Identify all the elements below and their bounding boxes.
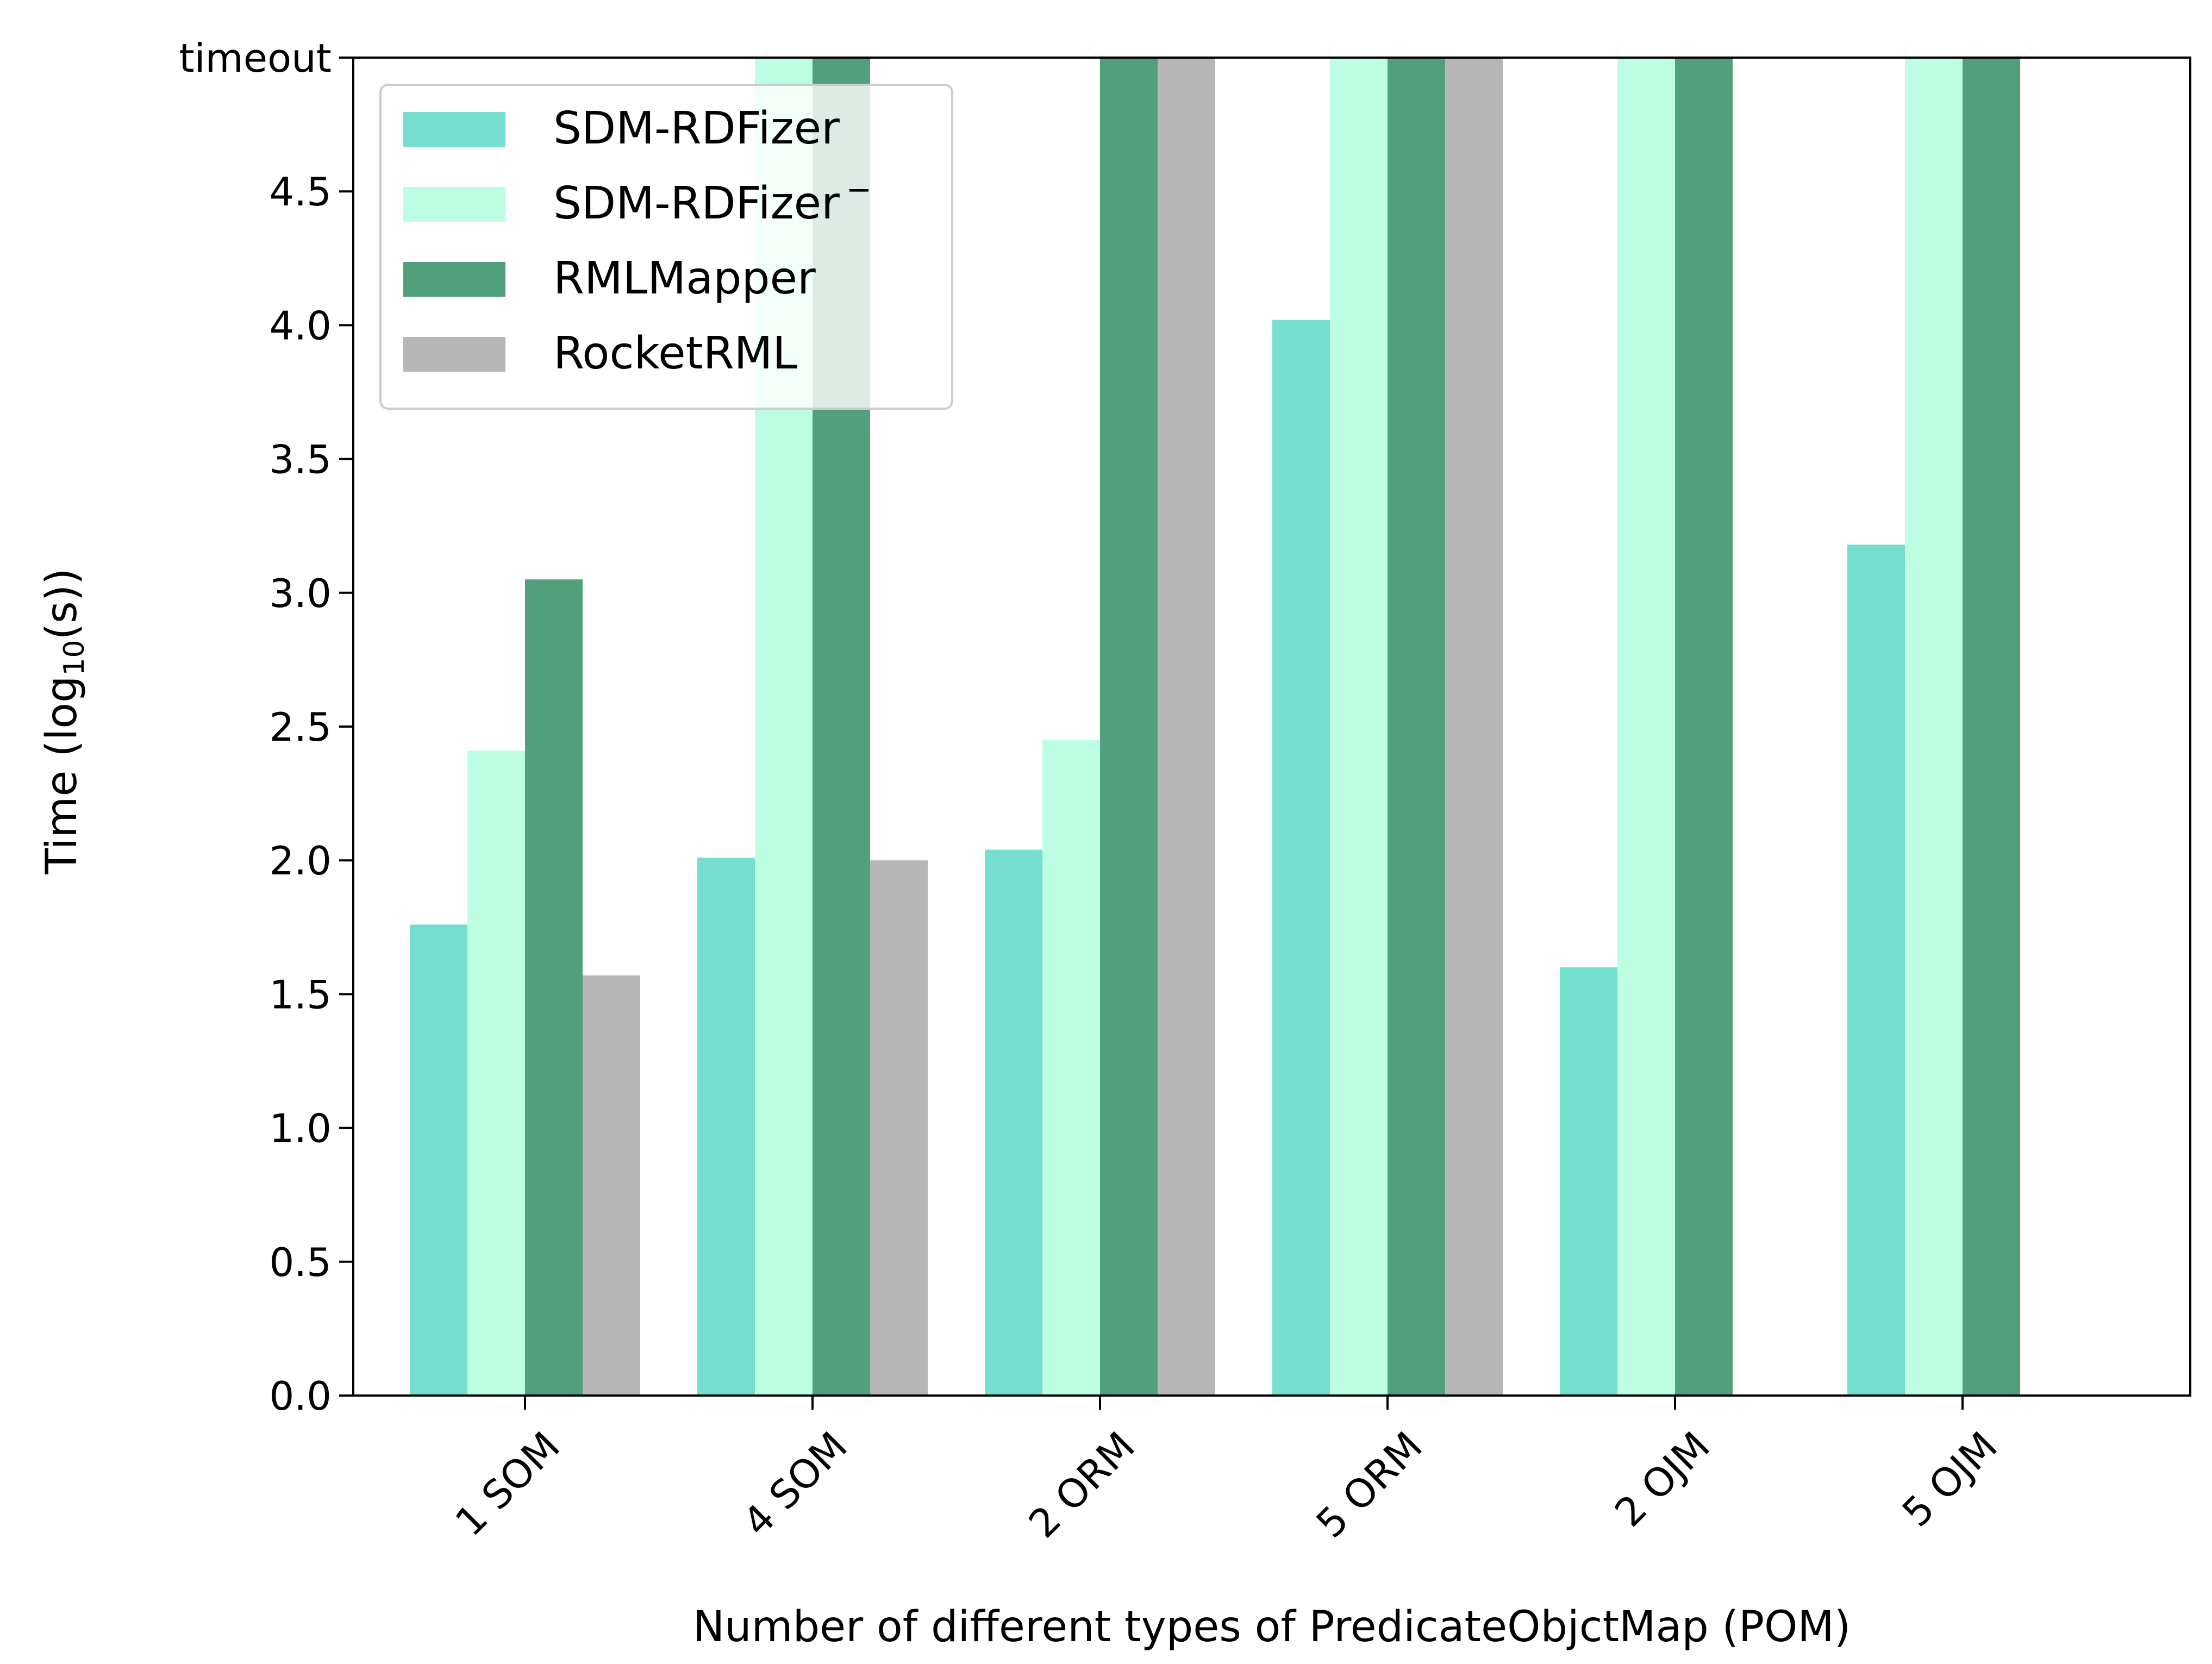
bar-sdm-rdfizer-minus-5-ojm [1905,58,1963,1396]
bar-sdm-rdfizer-4-som [697,858,755,1396]
bar-sdm-rdfizer-1-som [410,924,467,1396]
x-axis-label: Number of different types of PredicateOb… [693,1603,1851,1652]
x-tick-label: 1 SOM [447,1423,568,1545]
y-axis-label-main: Time (log [38,676,86,875]
y-tick-label: 3.0 [269,571,332,616]
y-axis-ticks: 0.0 0.5 1.0 1.5 2.0 2.5 3.0 3.5 4.0 4.5 timeout [179,35,353,1419]
legend-swatch [403,262,505,297]
legend-label: SDM-RDFizer − [553,172,872,229]
x-tick-label: 2 OJM [1606,1423,1719,1536]
y-axis-label-tail: (s)) [38,568,86,640]
bar-sdm-rdfizer-5-ojm [1847,545,1905,1396]
bar-rmlmapper-2-orm [1100,58,1158,1396]
bars-layer [410,58,2020,1396]
y-axis-label-subscript: 10 [58,640,91,675]
y-tick-label: 1.5 [269,972,332,1017]
y-tick-label: 1.0 [269,1106,332,1152]
bar-rocketrml-5-orm [1445,58,1503,1396]
bar-rocketrml-1-som [583,975,640,1396]
legend-label: RMLMapper [553,253,816,304]
y-tick-label: 0.0 [269,1373,332,1419]
legend-box [379,84,953,410]
bar-rmlmapper-5-ojm [1963,58,2020,1396]
bar-sdm-rdfizer-minus-2-orm [1042,740,1100,1396]
legend-label: RocketRML [553,328,797,379]
y-tick-label: 4.0 [269,303,332,348]
y-tick-label: 2.5 [269,704,332,750]
legend-swatch [403,187,505,222]
legend-label-superscript: − [846,172,872,208]
bar-rocketrml-4-som [870,860,928,1396]
y-tick-label: 0.5 [269,1240,332,1285]
x-tick-label: 5 ORM [1308,1423,1431,1547]
legend: SDM-RDFizer SDM-RDFizer − RMLMapper RocketRM… [379,84,953,410]
legend-swatch [403,112,505,147]
bar-rocketrml-2-orm [1158,58,1215,1396]
bar-rmlmapper-1-som [525,579,583,1396]
bar-sdm-rdfizer-2-ojm [1560,967,1617,1396]
bar-sdm-rdfizer-minus-5-orm [1330,58,1388,1396]
y-axis-label: Time (log10(s)) [38,568,91,874]
legend-label: SDM-RDFizer [553,103,840,154]
bar-sdm-rdfizer-minus-1-som [467,750,525,1396]
y-tick-label: 2.0 [269,838,332,884]
bar-sdm-rdfizer-5-orm [1272,320,1330,1396]
x-tick-label: 4 SOM [734,1423,856,1545]
x-tick-label: 2 ORM [1020,1423,1144,1547]
legend-swatch [403,337,505,372]
bar-sdm-rdfizer-2-orm [985,849,1042,1396]
bar-sdm-rdfizer-minus-2-ojm [1617,58,1675,1396]
bar-rmlmapper-2-ojm [1675,58,1733,1396]
x-axis-ticks: 1 SOM 4 SOM 2 ORM 5 ORM 2 OJM 5 OJM [447,1396,2006,1547]
x-tick-label: 5 OJM [1894,1423,2006,1536]
y-tick-label: 4.5 [269,169,332,215]
y-tick-label: 3.5 [269,437,332,483]
bar-rmlmapper-5-orm [1388,58,1445,1396]
y-tick-label: timeout [179,35,332,81]
